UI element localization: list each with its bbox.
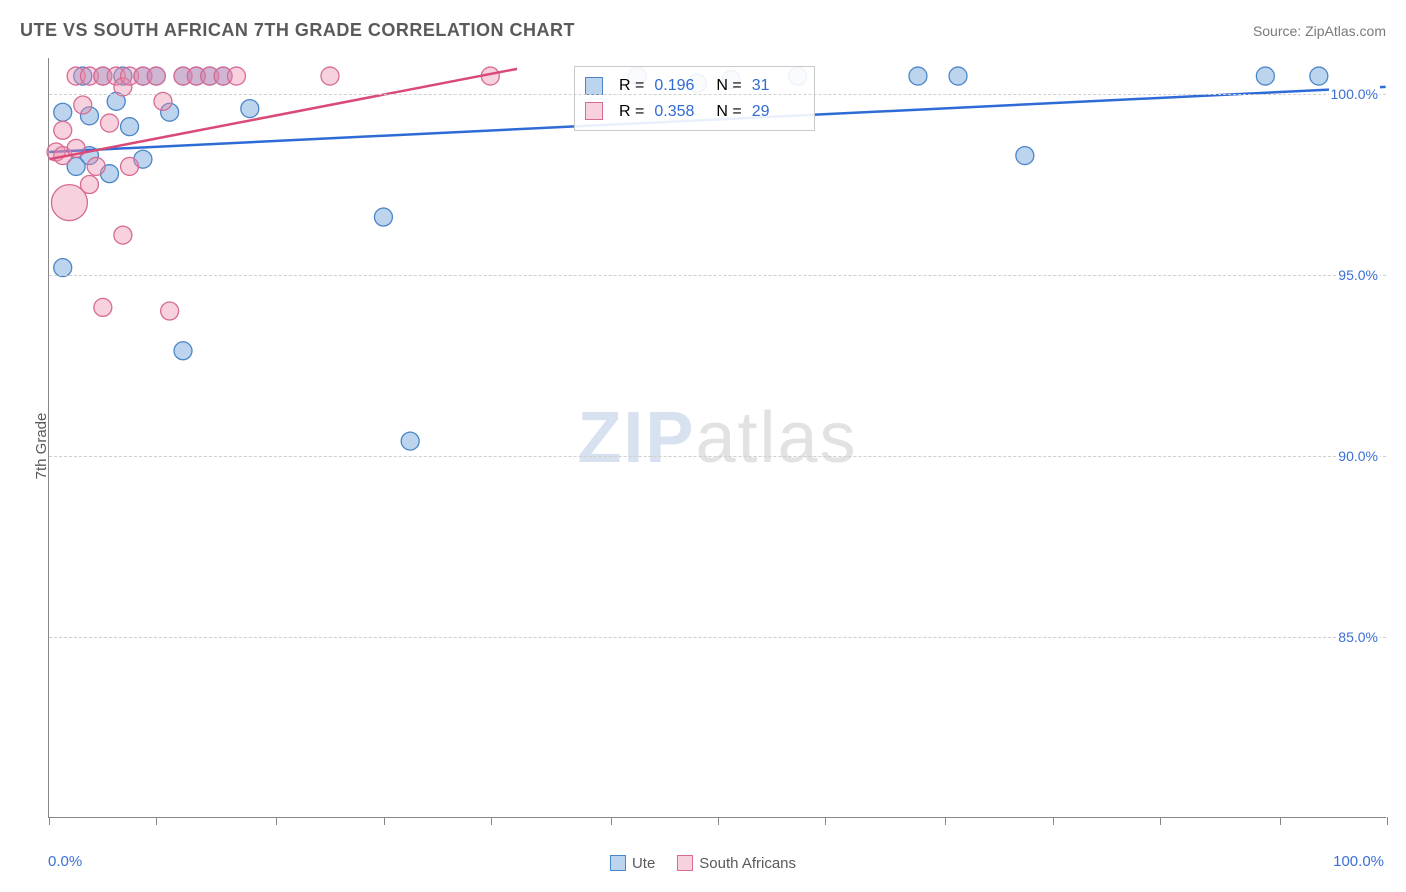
source-label: Source: ZipAtlas.com — [1253, 23, 1386, 39]
y-tick-label: 85.0% — [1336, 629, 1380, 645]
data-point — [174, 342, 192, 360]
data-point — [121, 118, 139, 136]
data-point — [87, 157, 105, 175]
legend-swatch — [585, 77, 603, 95]
legend-swatch — [585, 102, 603, 120]
x-tick — [718, 817, 719, 825]
x-tick — [1280, 817, 1281, 825]
data-point — [1016, 147, 1034, 165]
x-tick — [276, 817, 277, 825]
data-point — [94, 298, 112, 316]
x-tick — [945, 817, 946, 825]
x-tick — [49, 817, 50, 825]
bottom-legend: Ute South Africans — [610, 855, 796, 872]
x-tick — [825, 817, 826, 825]
y-tick-label: 95.0% — [1336, 267, 1380, 283]
data-point — [227, 67, 245, 85]
x-tick — [1387, 817, 1388, 825]
legend-swatch — [677, 855, 693, 871]
gridline-h — [49, 94, 1386, 95]
data-point — [909, 67, 927, 85]
gridline-h — [49, 456, 1386, 457]
x-tick — [1053, 817, 1054, 825]
data-point — [74, 96, 92, 114]
data-point — [401, 432, 419, 450]
x-axis-min-label: 0.0% — [48, 853, 82, 870]
data-point — [1256, 67, 1274, 85]
header: UTE VS SOUTH AFRICAN 7TH GRADE CORRELATI… — [20, 20, 1386, 41]
data-point — [101, 114, 119, 132]
plot-svg — [49, 58, 1386, 817]
data-point — [949, 67, 967, 85]
data-point — [147, 67, 165, 85]
data-point — [114, 226, 132, 244]
data-point — [54, 259, 72, 277]
data-point — [374, 208, 392, 226]
data-point — [121, 157, 139, 175]
n-value: 29 — [752, 99, 804, 125]
x-tick — [384, 817, 385, 825]
data-point — [54, 121, 72, 139]
data-point — [241, 100, 259, 118]
data-point — [54, 103, 72, 121]
data-point — [321, 67, 339, 85]
x-tick — [611, 817, 612, 825]
chart-title: UTE VS SOUTH AFRICAN 7TH GRADE CORRELATI… — [20, 20, 575, 41]
x-tick — [1160, 817, 1161, 825]
data-point — [1310, 67, 1328, 85]
x-axis-max-label: 100.0% — [1333, 853, 1384, 870]
x-tick — [491, 817, 492, 825]
y-tick-label: 90.0% — [1336, 448, 1380, 464]
r-label: R = — [619, 99, 644, 125]
r-value: 0.358 — [654, 99, 706, 125]
x-tick — [156, 817, 157, 825]
legend-item: South Africans — [677, 855, 796, 872]
legend-swatch — [610, 855, 626, 871]
data-point — [80, 176, 98, 194]
gridline-h — [49, 275, 1386, 276]
gridline-h — [49, 637, 1386, 638]
legend-label: Ute — [632, 855, 655, 872]
stats-row: R = 0.358 N = 29 — [585, 99, 804, 125]
plot-area: ZIPatlas R =0.196N =31R =0.358N =29 100.… — [48, 58, 1386, 818]
legend-label: South Africans — [699, 855, 796, 872]
data-point — [161, 302, 179, 320]
stats-box: R =0.196N =31R =0.358N =29 — [574, 66, 815, 131]
y-tick-label: 100.0% — [1329, 86, 1380, 102]
legend-item: Ute — [610, 855, 655, 872]
n-label: N = — [716, 99, 741, 125]
